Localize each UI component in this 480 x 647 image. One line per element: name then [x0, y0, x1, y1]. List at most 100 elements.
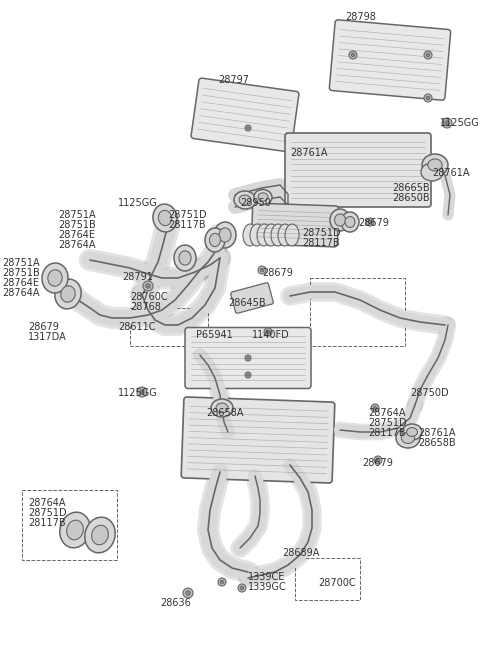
Ellipse shape [174, 245, 196, 271]
Ellipse shape [351, 53, 355, 57]
Ellipse shape [67, 520, 84, 540]
Text: P65941: P65941 [196, 330, 233, 340]
Ellipse shape [368, 220, 372, 224]
Ellipse shape [239, 195, 251, 205]
Ellipse shape [247, 127, 249, 129]
Ellipse shape [442, 118, 452, 128]
Ellipse shape [153, 204, 177, 232]
Ellipse shape [48, 270, 62, 286]
Ellipse shape [247, 356, 249, 359]
Text: 28689A: 28689A [282, 548, 319, 558]
Ellipse shape [92, 525, 108, 545]
Bar [22, 490, 117, 560]
Text: 28751A: 28751A [58, 210, 96, 220]
Ellipse shape [140, 389, 144, 394]
FancyBboxPatch shape [285, 133, 431, 207]
Ellipse shape [426, 53, 430, 57]
Ellipse shape [258, 266, 266, 274]
Bar [130, 308, 208, 346]
Ellipse shape [428, 159, 442, 171]
FancyBboxPatch shape [329, 20, 451, 100]
Text: 28751D: 28751D [302, 228, 341, 238]
Text: 28751D: 28751D [368, 418, 407, 428]
Text: 28768: 28768 [130, 302, 161, 312]
Text: 28764A: 28764A [368, 408, 406, 418]
Ellipse shape [220, 580, 224, 584]
Ellipse shape [250, 224, 264, 246]
Ellipse shape [61, 286, 75, 302]
Ellipse shape [366, 218, 374, 226]
Text: 28764E: 28764E [2, 278, 39, 288]
Text: 28760C: 28760C [130, 292, 168, 302]
Text: 28611C: 28611C [118, 322, 156, 332]
Text: 28764A: 28764A [28, 498, 65, 508]
Ellipse shape [271, 224, 285, 246]
Text: 28764A: 28764A [58, 240, 96, 250]
Text: 28751D: 28751D [28, 508, 67, 518]
Text: 28761A: 28761A [290, 148, 327, 158]
Bar [310, 278, 405, 346]
Ellipse shape [345, 217, 355, 228]
Text: 28658B: 28658B [418, 438, 456, 448]
Ellipse shape [205, 228, 225, 252]
Ellipse shape [42, 263, 68, 293]
FancyBboxPatch shape [231, 283, 273, 313]
Text: 28950: 28950 [240, 198, 271, 208]
Ellipse shape [260, 269, 264, 272]
Ellipse shape [238, 584, 246, 592]
Ellipse shape [245, 125, 251, 131]
Ellipse shape [264, 328, 272, 336]
Ellipse shape [424, 51, 432, 59]
Text: 1339CE: 1339CE [248, 572, 286, 582]
Ellipse shape [374, 456, 382, 464]
Ellipse shape [245, 355, 251, 361]
Text: 28645B: 28645B [228, 298, 265, 308]
Ellipse shape [216, 403, 228, 413]
FancyBboxPatch shape [181, 397, 335, 483]
Ellipse shape [266, 330, 270, 334]
Ellipse shape [421, 163, 443, 181]
Ellipse shape [426, 96, 430, 100]
Text: 28117B: 28117B [168, 220, 205, 230]
Ellipse shape [349, 51, 357, 59]
Text: 1125GG: 1125GG [118, 198, 158, 208]
Ellipse shape [219, 228, 231, 242]
Text: 28751A: 28751A [2, 258, 40, 268]
Text: 28761A: 28761A [432, 168, 469, 178]
Ellipse shape [183, 588, 193, 598]
Ellipse shape [137, 387, 147, 397]
Text: 28761A: 28761A [418, 428, 456, 438]
Text: 28658A: 28658A [206, 408, 243, 418]
Ellipse shape [396, 428, 420, 448]
Ellipse shape [247, 374, 249, 377]
Ellipse shape [254, 190, 272, 204]
Ellipse shape [285, 224, 299, 246]
Text: 28665B: 28665B [392, 183, 430, 193]
Text: 1339GC: 1339GC [248, 582, 287, 592]
Ellipse shape [371, 404, 379, 412]
Ellipse shape [214, 222, 236, 248]
Text: 28798: 28798 [345, 12, 376, 22]
FancyBboxPatch shape [185, 327, 311, 388]
Text: 28797: 28797 [218, 75, 249, 85]
Text: 28117B: 28117B [368, 428, 406, 438]
Ellipse shape [335, 214, 346, 226]
Ellipse shape [146, 284, 150, 289]
Text: 28636: 28636 [160, 598, 191, 608]
Text: 28791: 28791 [122, 272, 153, 282]
Text: 28764E: 28764E [58, 230, 95, 240]
Ellipse shape [278, 224, 292, 246]
Ellipse shape [330, 209, 350, 231]
Text: 28751B: 28751B [2, 268, 40, 278]
Ellipse shape [245, 372, 251, 378]
Ellipse shape [407, 428, 418, 436]
Text: 1317DA: 1317DA [28, 332, 67, 342]
Ellipse shape [143, 281, 153, 291]
Ellipse shape [55, 279, 81, 309]
Ellipse shape [424, 94, 432, 102]
Text: 1125GG: 1125GG [440, 118, 480, 128]
Text: 28679: 28679 [358, 218, 389, 228]
Text: 1125GG: 1125GG [118, 388, 158, 398]
Ellipse shape [422, 154, 448, 176]
Text: 28750D: 28750D [410, 388, 449, 398]
